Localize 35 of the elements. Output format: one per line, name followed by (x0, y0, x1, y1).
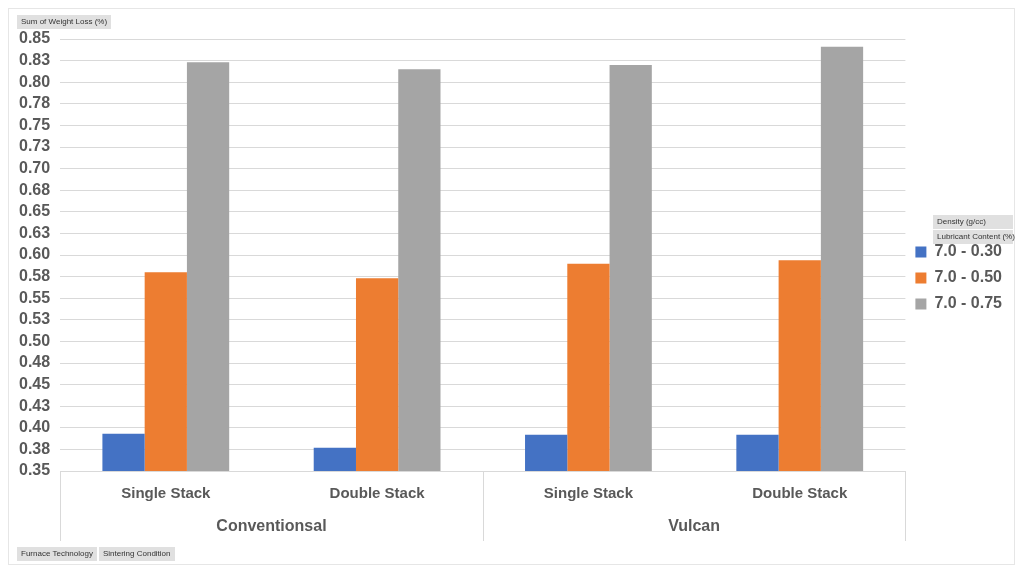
y-tick-label: 0.38 (19, 439, 51, 457)
x-tick-label: Single Stack (543, 484, 634, 502)
y-tick-label: 0.58 (19, 267, 51, 285)
y-tick-label: 0.43 (19, 396, 51, 414)
y-tick-label: 0.50 (19, 331, 51, 349)
text: Furnace Technology (17, 547, 97, 561)
y-axis-title: Sum of Weight Loss (%) (17, 15, 112, 29)
x-tick-label: Double Stack (752, 484, 848, 502)
y-tick-label: 0.40 (19, 418, 51, 436)
y-tick-label: 0.55 (19, 288, 51, 306)
y-tick-label: 0.78 (19, 94, 51, 112)
legend-label: 7.0 - 0.50 (934, 268, 1003, 286)
y-tick-label: 0.75 (19, 115, 51, 133)
x-tick-label: Double Stack (329, 484, 426, 502)
y-tick-label: 0.45 (19, 375, 51, 393)
y-tick-label: 0.85 (19, 29, 51, 47)
y-tick-label: 0.63 (19, 223, 51, 241)
legend-label: 7.0 - 0.75 (934, 294, 1003, 312)
text: Vulcan (668, 517, 721, 535)
y-tick-label: 0.35 (19, 461, 51, 479)
y-tick-label: 0.80 (19, 72, 51, 90)
y-tick-label: 0.70 (19, 159, 51, 177)
y-tick-label: 0.73 (19, 137, 51, 155)
x-tick-label: Single Stack (121, 484, 212, 502)
y-tick-label: 0.60 (19, 245, 51, 263)
y-tick-label: 0.48 (19, 353, 51, 371)
y-tick-label: 0.53 (19, 310, 51, 328)
y-tick-label: 0.83 (19, 51, 51, 69)
text: Conventionsal (216, 517, 327, 535)
text: Sintering Condition (98, 547, 175, 561)
legend-label: 7.0 - 0.30 (934, 242, 1003, 260)
legend-title: Density (g/cc) (933, 215, 1013, 229)
y-tick-label: 0.65 (19, 202, 51, 220)
text: Lubricant Content (%) (933, 230, 1015, 244)
y-tick-label: 0.68 (19, 180, 51, 198)
